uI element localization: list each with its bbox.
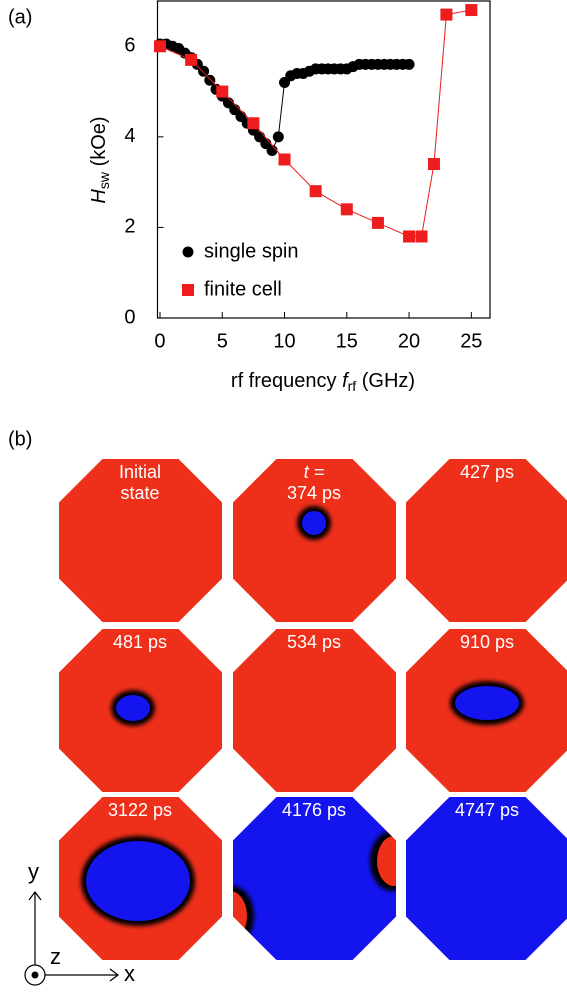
point	[372, 217, 384, 229]
frame-label: state	[120, 483, 159, 503]
point	[465, 4, 477, 16]
frame-image	[58, 796, 223, 961]
x-label-part: (GHz)	[356, 370, 415, 392]
frame-image	[210, 796, 414, 961]
point	[247, 117, 259, 129]
y-tick-label: 0	[124, 306, 135, 328]
x-tick-label: 5	[217, 330, 228, 352]
frame: 427 ps	[405, 458, 567, 623]
frame-label: 910 ps	[460, 632, 514, 652]
plot-frame	[158, 1, 491, 318]
frame-label: 481 ps	[113, 632, 167, 652]
point	[279, 154, 291, 166]
frame-label: 3122 ps	[108, 800, 172, 820]
y-label-part: H	[88, 189, 110, 204]
point	[267, 145, 278, 156]
axis-z: z	[50, 944, 61, 969]
point	[185, 54, 197, 66]
frame: 4176 ps	[210, 796, 414, 961]
frame: 534 ps	[232, 628, 397, 793]
figure: (a) (b) Initialstatet =374 ps427 ps481 p…	[0, 0, 567, 991]
legend-marker	[182, 284, 194, 296]
magnetization	[232, 628, 397, 793]
frame-label: 534 ps	[287, 632, 341, 652]
frame: 481 ps	[58, 628, 223, 793]
x-tick-label: 10	[273, 330, 295, 352]
frame-label: 427 ps	[460, 462, 514, 482]
point	[154, 40, 166, 52]
y-tick-label: 2	[124, 216, 135, 238]
frame: 910 ps	[405, 628, 567, 793]
point	[428, 158, 440, 170]
x-tick-label: 25	[460, 330, 482, 352]
panel-label: (b)	[8, 428, 32, 450]
axis-y: y	[28, 859, 39, 884]
frame-label: Initial	[119, 462, 161, 482]
y-label-part: (kOe)	[88, 116, 110, 172]
point	[341, 203, 353, 215]
x-label-part: rf frequency	[231, 370, 342, 392]
x-label-part: rf	[348, 378, 357, 394]
point	[216, 86, 228, 98]
frame-image	[405, 796, 567, 961]
y-tick-label: 6	[124, 35, 135, 57]
y-label-part: sw	[96, 171, 112, 189]
frame-label: t =	[304, 462, 325, 482]
x-tick-label: 0	[154, 330, 165, 352]
legend-marker	[183, 247, 194, 258]
domain	[455, 686, 519, 720]
x-axis-label: rf frequency frf (GHz)	[231, 370, 415, 393]
magnetization	[405, 458, 567, 623]
x-tick-label: 20	[398, 330, 420, 352]
series-line	[160, 10, 471, 236]
panel-label: (a)	[8, 6, 32, 28]
frame-image	[405, 458, 567, 623]
y-tick-label: 4	[124, 125, 135, 147]
frame: 4747 ps	[405, 796, 567, 961]
legend-label: single spin	[204, 240, 299, 262]
point	[404, 59, 415, 70]
point	[204, 75, 215, 86]
point	[440, 9, 452, 21]
point	[416, 230, 428, 242]
point	[403, 230, 415, 242]
domain	[116, 695, 150, 721]
frame: t =374 ps	[232, 458, 397, 623]
frame-image	[232, 628, 397, 793]
frame-image	[405, 628, 567, 793]
x-tick-label: 15	[336, 330, 358, 352]
magnetization	[405, 796, 567, 961]
point	[310, 185, 322, 197]
z-dot	[32, 972, 39, 979]
frame-label: 4747 ps	[455, 800, 519, 820]
domain	[86, 841, 190, 921]
domain	[302, 511, 326, 535]
frame-label: 374 ps	[287, 483, 341, 503]
point	[198, 66, 209, 77]
frame: 3122 ps	[58, 796, 223, 961]
point	[273, 131, 284, 142]
y-axis-label: Hsw (kOe)	[88, 116, 111, 203]
legend-label: finite cell	[204, 278, 282, 300]
axis-x: x	[124, 961, 135, 986]
frame-image	[58, 628, 223, 793]
magnetization	[232, 796, 397, 961]
frame-label: 4176 ps	[282, 800, 346, 820]
